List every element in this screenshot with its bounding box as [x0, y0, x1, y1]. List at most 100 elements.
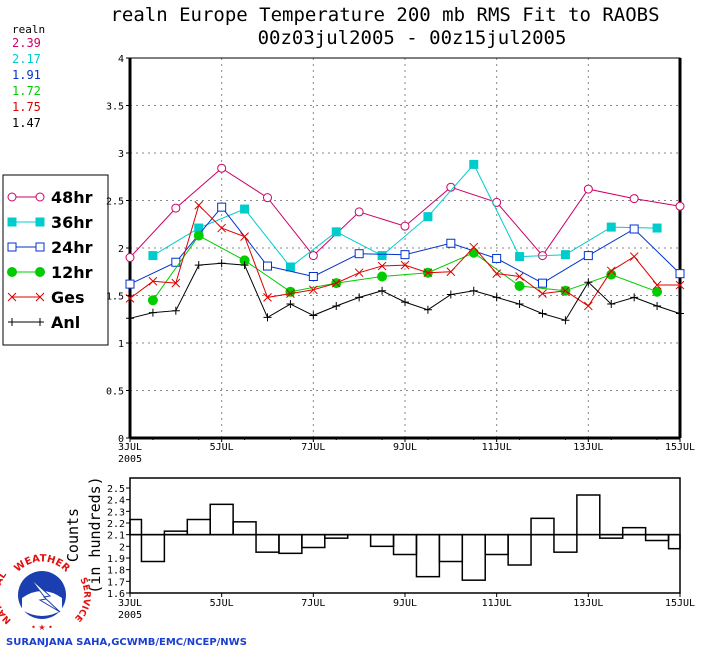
legend-marker: [36, 318, 44, 326]
count-bar: [140, 533, 166, 563]
y-tick-label: 0: [118, 434, 124, 445]
legend-marker: [35, 242, 45, 252]
data-point: [171, 257, 181, 267]
x-tick-label: 13JUL: [573, 442, 603, 453]
data-point: [286, 300, 295, 309]
data-point: [148, 251, 158, 261]
data-point: [515, 252, 525, 262]
data-point: [308, 251, 318, 261]
data-point: [514, 281, 525, 291]
chart-title: realn Europe Temperature 200 mb RMS Fit …: [110, 4, 659, 26]
data-point: [515, 272, 524, 281]
data-point: [125, 279, 135, 289]
x-tick-label: 15JUL: [665, 442, 695, 453]
data-point: [583, 251, 593, 261]
count-bar: [438, 533, 464, 563]
legend-marker: [35, 267, 45, 277]
series-48hr: [125, 163, 685, 262]
lightning-icon: [29, 577, 61, 613]
data-point: [171, 278, 181, 288]
logo-cloud: [22, 591, 62, 616]
data-point: [125, 293, 135, 303]
y-tick-label: 1.5: [106, 292, 124, 303]
data-point: [331, 278, 341, 288]
data-point: [653, 301, 662, 310]
data-point: [240, 261, 249, 270]
data-point: [263, 193, 272, 203]
count-bar: [209, 503, 234, 536]
data-point: [584, 278, 593, 287]
logo-stars: • ★ •: [31, 623, 53, 632]
data-point: [675, 201, 685, 211]
legend-label: Anl: [51, 313, 80, 332]
legend-label: Ges: [51, 288, 85, 307]
legend-box: [2, 174, 109, 346]
data-point: [401, 298, 409, 307]
data-point: [676, 309, 684, 318]
data-point: [308, 272, 318, 281]
y-tick-label: 2.3: [107, 507, 125, 518]
x-tick-label: 9JUL: [393, 598, 417, 609]
y-tick-label: 1.7: [107, 577, 125, 588]
data-point: [400, 260, 410, 270]
count-bar: [278, 533, 303, 555]
count-bar: [507, 533, 532, 566]
x-tick-label: 15JUL: [665, 598, 695, 609]
data-point: [469, 242, 479, 252]
summary-value: 2.17: [12, 52, 41, 66]
y-tick-label: 1.6: [107, 589, 125, 600]
data-point: [652, 280, 662, 290]
data-point: [423, 212, 433, 222]
data-point: [309, 311, 318, 320]
summary-value: 2.39: [12, 36, 41, 50]
count-bar: [461, 533, 486, 581]
data-point: [675, 280, 685, 290]
plot-frame: [129, 57, 681, 439]
data-point: [446, 267, 456, 277]
data-point: [538, 309, 547, 318]
x-tick-label: 5JUL: [210, 598, 234, 609]
y-tick-label: 3.5: [106, 102, 124, 113]
summary-value: 1.75: [12, 100, 41, 114]
data-point: [240, 232, 249, 241]
series-36hr: [148, 159, 662, 272]
y-tick-label: 2: [119, 542, 125, 553]
count-bar: [415, 533, 441, 578]
data-point: [171, 306, 180, 315]
data-point: [400, 221, 410, 231]
data-point: [492, 269, 502, 279]
x-tick-label: 11JUL: [482, 442, 512, 453]
count-bar: [255, 533, 280, 553]
chart-subtitle: 00z03jul2005 - 00z15jul2005: [258, 27, 567, 49]
data-point: [606, 266, 616, 276]
legend-marker: [7, 292, 17, 302]
legend-label: 36hr: [51, 213, 93, 232]
legend-marker: [7, 217, 17, 227]
data-point: [630, 293, 639, 302]
data-point: [560, 250, 570, 260]
data-point: [469, 286, 478, 295]
count-bar: [667, 533, 681, 550]
series-anl: [126, 259, 684, 325]
data-point: [126, 314, 134, 323]
data-point: [377, 271, 388, 282]
legend-label: 12hr: [51, 263, 93, 282]
data-point: [515, 300, 524, 309]
data-point: [583, 301, 593, 311]
data-point: [193, 230, 204, 241]
data-point: [354, 249, 364, 259]
y-tick-label: 4: [118, 54, 124, 65]
count-bar: [644, 533, 670, 542]
data-point: [400, 250, 410, 260]
y-tick-label: 2.1: [107, 531, 125, 542]
data-point: [240, 204, 250, 214]
data-point: [331, 227, 341, 237]
y-tick-label: 0.5: [106, 387, 124, 398]
data-point: [377, 261, 387, 271]
data-point: [194, 261, 203, 270]
legend-marker: [7, 267, 17, 277]
data-point: [194, 200, 204, 210]
legend-marker: [7, 192, 17, 202]
data-point: [148, 276, 158, 286]
